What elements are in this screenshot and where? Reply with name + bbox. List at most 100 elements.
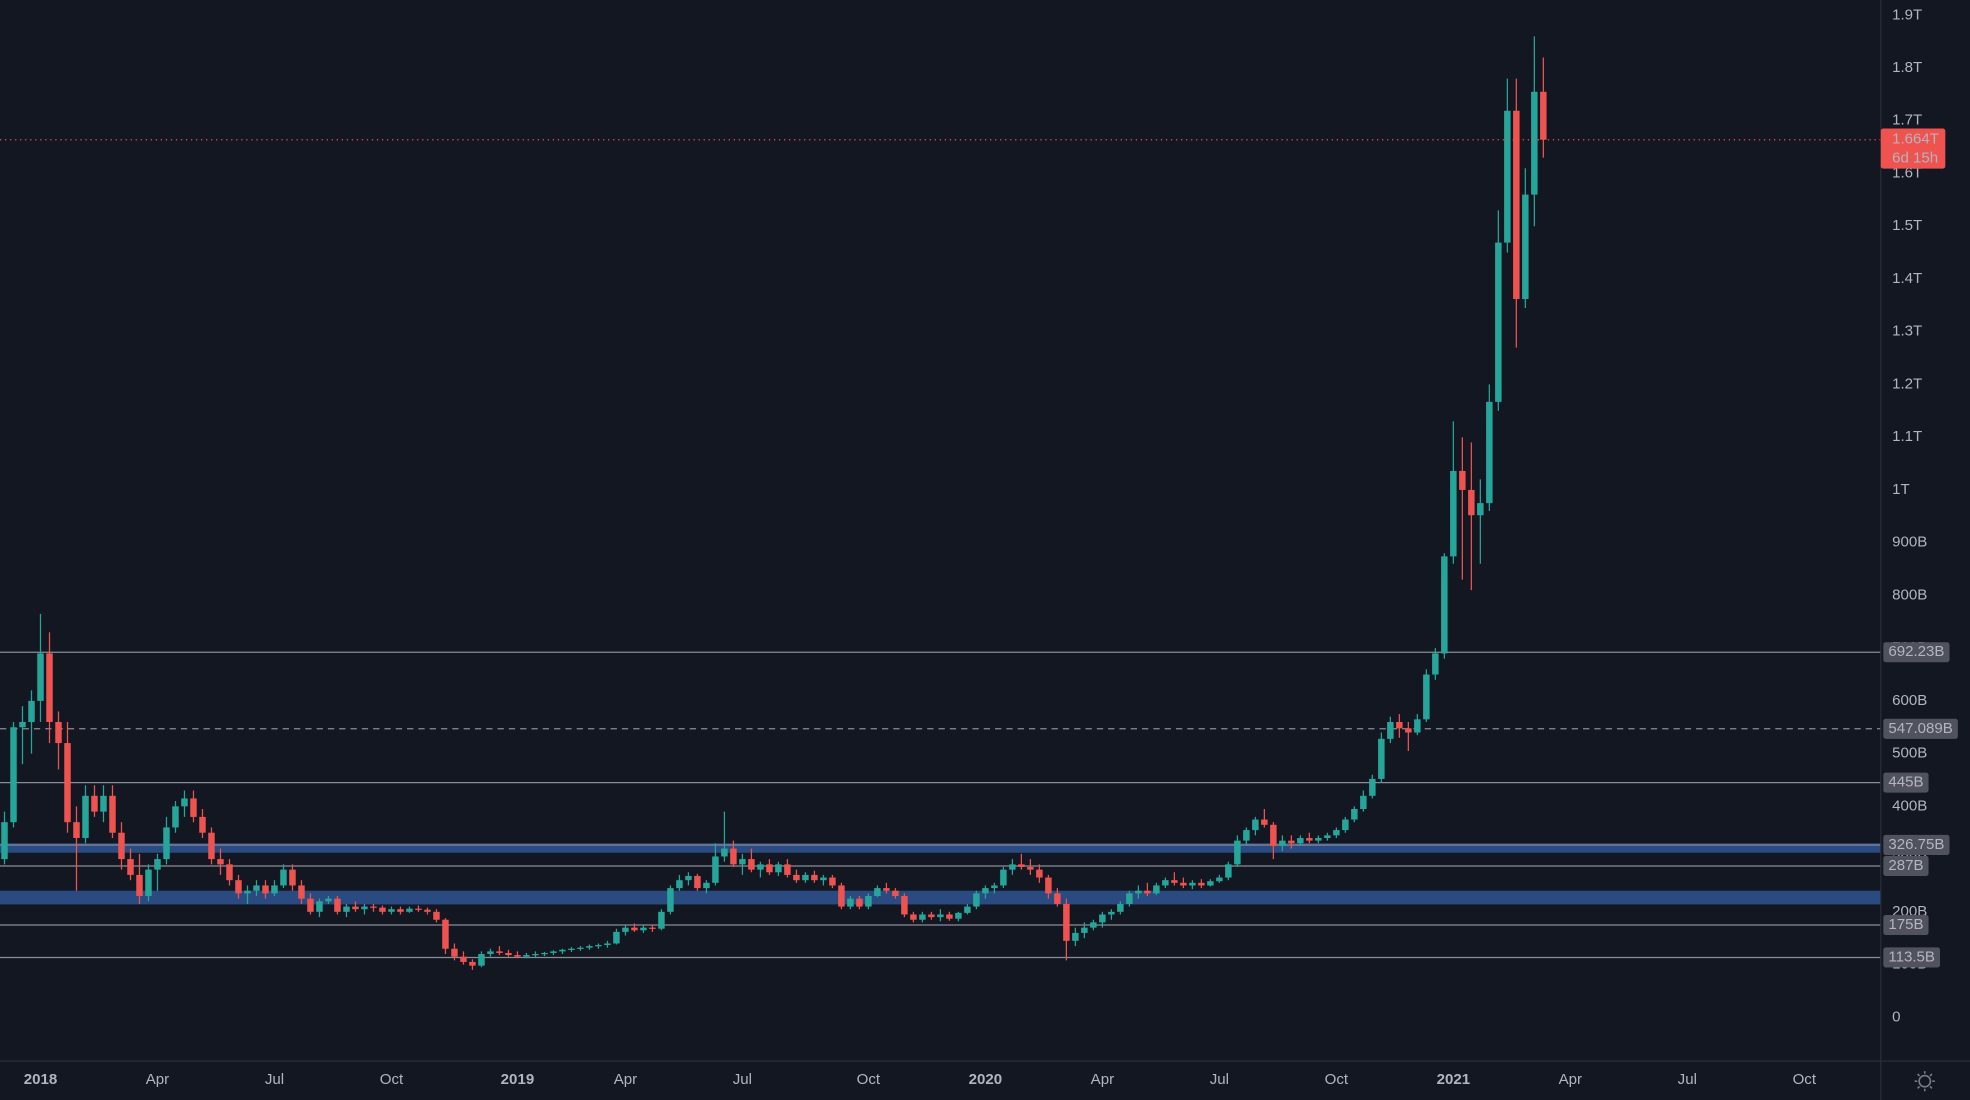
candle-body xyxy=(469,961,476,966)
x-tick-label: Apr xyxy=(1559,1071,1582,1088)
candle-body xyxy=(856,898,863,907)
candle-body xyxy=(46,653,53,722)
tags-layer: 692.23B 547.089B 445B 326.75B 287B 175B 113.5B… xyxy=(1880,128,1958,968)
y-tick-label: 500B xyxy=(1892,745,1927,762)
candle-body xyxy=(1369,778,1376,796)
candle-body xyxy=(784,864,791,875)
level-label-bg xyxy=(1883,772,1929,793)
candle-body xyxy=(1162,880,1169,886)
y-tick-label: 1.3T xyxy=(1892,323,1922,340)
candle-body xyxy=(280,869,287,886)
candle-body xyxy=(1117,903,1124,912)
candle-body xyxy=(685,875,692,881)
candle-body xyxy=(883,888,890,891)
settings-icon-teeth xyxy=(1914,1071,1935,1092)
y-tick-label: 1.2T xyxy=(1892,375,1922,392)
candle-body xyxy=(991,885,998,889)
candle-body xyxy=(694,875,701,889)
candle-body xyxy=(937,914,944,918)
candle-body xyxy=(550,951,557,953)
candle-body xyxy=(64,743,71,823)
candle-body xyxy=(172,806,179,828)
candle-body xyxy=(973,893,980,907)
candle-body xyxy=(1297,837,1304,844)
candle-body xyxy=(361,906,368,910)
candle-body xyxy=(181,798,188,807)
candle-body xyxy=(955,912,962,919)
candle-body xyxy=(154,859,161,870)
candle-body xyxy=(1099,914,1106,923)
candle-body xyxy=(343,906,350,912)
candle-body xyxy=(1036,869,1043,878)
candle-body xyxy=(352,906,359,910)
x-tick-label: Oct xyxy=(857,1071,881,1088)
candle-body xyxy=(1522,194,1529,300)
y-tick-label: 0 xyxy=(1892,1008,1900,1025)
candle-body xyxy=(1495,242,1502,402)
candle-body xyxy=(775,864,782,873)
candle-body xyxy=(199,816,206,833)
candle-body xyxy=(874,888,881,897)
candle-body xyxy=(559,949,566,952)
candle-body xyxy=(109,795,116,833)
candle-body xyxy=(739,859,746,865)
candle-body xyxy=(703,882,710,889)
settings-icon[interactable] xyxy=(1914,1071,1935,1092)
x-tick-label: 2020 xyxy=(969,1071,1003,1088)
x-tick-label: Oct xyxy=(1793,1071,1817,1088)
candle-body xyxy=(1270,824,1277,846)
y-tick-label: 1.5T xyxy=(1892,217,1922,234)
candle-body xyxy=(514,955,521,957)
candle-body xyxy=(388,909,395,912)
candle-body xyxy=(649,927,656,929)
candle-body xyxy=(748,859,755,870)
x-tick-label: Oct xyxy=(380,1071,404,1088)
candle-body xyxy=(1027,867,1034,870)
candle-body xyxy=(829,877,836,886)
candle-body xyxy=(118,832,125,860)
candle-body xyxy=(334,898,341,912)
candle-body xyxy=(622,927,629,932)
candle-body xyxy=(1450,470,1457,557)
candle-body xyxy=(397,909,404,912)
candle-body xyxy=(820,877,827,881)
candle-body xyxy=(91,795,98,812)
candle-body xyxy=(811,874,818,881)
candle-body xyxy=(1261,819,1268,825)
candle-body xyxy=(235,880,242,894)
candle-body xyxy=(1504,110,1511,243)
candle-body xyxy=(523,955,530,957)
candle-body xyxy=(631,927,638,931)
candle-body xyxy=(1540,91,1547,140)
candle-body xyxy=(964,906,971,913)
candle-body xyxy=(37,653,44,701)
candle-body xyxy=(613,931,620,944)
level-label-bg xyxy=(1883,718,1958,739)
candle-body xyxy=(1477,503,1484,516)
x-tick-label: Jul xyxy=(1678,1071,1697,1088)
candle-body xyxy=(244,890,251,894)
candle-body xyxy=(1108,911,1115,915)
candle-body xyxy=(1405,728,1412,733)
x-tick-label: 2021 xyxy=(1437,1071,1471,1088)
candle-body xyxy=(1279,840,1286,846)
candle-body xyxy=(325,898,332,902)
x-tick-label: Apr xyxy=(614,1071,637,1088)
candle-body xyxy=(190,798,197,817)
candle-body xyxy=(892,890,899,897)
y-tick-label: 900B xyxy=(1892,534,1927,551)
candle-body xyxy=(1243,830,1250,841)
candle-body xyxy=(766,864,773,873)
candle-body xyxy=(793,874,800,881)
candle-body xyxy=(577,947,584,949)
level-label: 287B xyxy=(1888,857,1923,874)
candle-body xyxy=(838,885,845,907)
candle-body xyxy=(568,948,575,950)
candle-body xyxy=(379,907,386,912)
candle-body xyxy=(478,954,485,966)
candle-body xyxy=(496,951,503,953)
zone xyxy=(0,843,1881,853)
candle-body xyxy=(1,822,8,860)
